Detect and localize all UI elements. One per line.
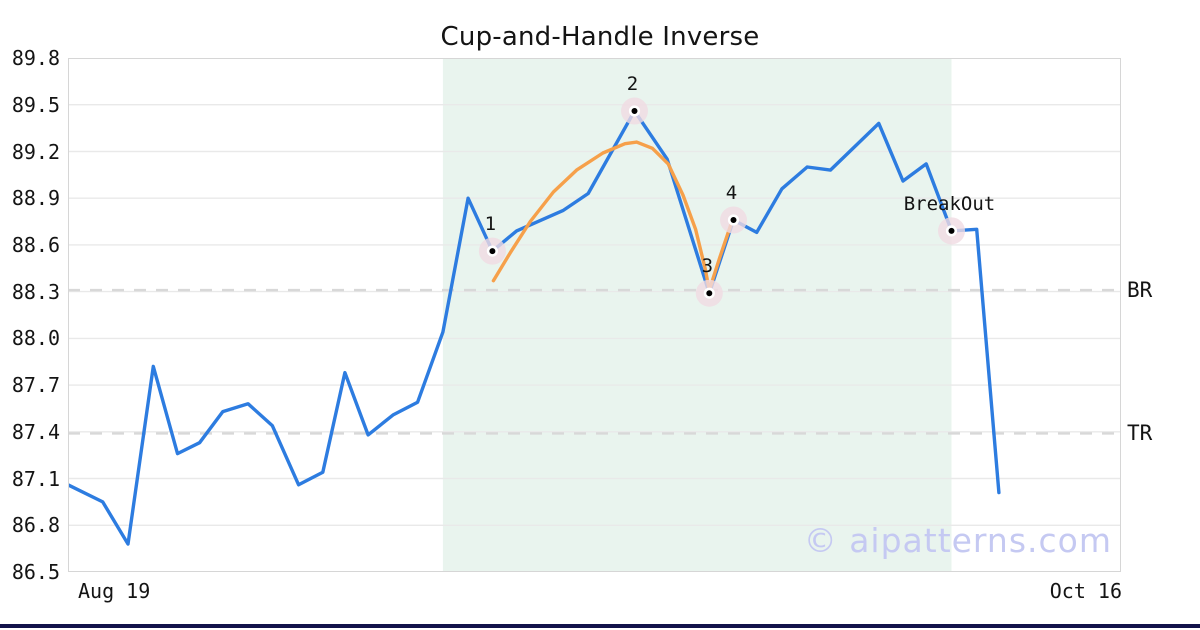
marker-dot	[486, 245, 499, 257]
marker-dot	[945, 225, 958, 237]
marker-label: 3	[702, 255, 713, 277]
y-tick-label: 87.7	[11, 373, 60, 398]
breakout-level-label: BR	[1127, 278, 1153, 303]
cup-handle-arc-line	[491, 140, 734, 292]
x-tick-end-date: Oct 16	[1049, 579, 1122, 603]
marker-label: 1	[485, 213, 496, 235]
y-tick-label: 86.5	[11, 560, 60, 584]
marker-dot	[727, 214, 740, 226]
chart-title: Cup-and-Handle Inverse	[440, 22, 760, 52]
y-tick-label: 89.5	[11, 92, 60, 117]
pattern-shaded-region	[442, 58, 952, 572]
y-tick-label: 88.6	[11, 232, 60, 257]
x-tick-start-date: Aug 19	[78, 579, 151, 603]
y-tick-label: 88.3	[11, 279, 60, 304]
y-tick-label: 88.9	[11, 186, 60, 211]
y-tick-label: 89.8	[11, 46, 60, 70]
chart-plot-area: 1 2 3 4 BreakOut	[66, 57, 1122, 573]
marker-label: 4	[726, 182, 737, 204]
footer-accent-bar	[0, 624, 1200, 628]
y-tick-label: 87.1	[11, 466, 60, 491]
trigger-level-label: TR	[1127, 421, 1153, 446]
marker-label: BreakOut	[904, 193, 996, 215]
y-tick-label: 88.0	[11, 326, 60, 351]
watermark: © aipatterns.com	[803, 521, 1112, 560]
marker-dot	[703, 287, 715, 299]
y-tick-label: 86.8	[11, 513, 60, 538]
y-tick-label: 87.4	[11, 419, 60, 444]
y-tick-label: 89.2	[11, 139, 60, 164]
marker-dot	[628, 105, 641, 117]
marker-label: 2	[627, 73, 638, 95]
chart-svg: 1 2 3 4 BreakOut	[66, 57, 1122, 573]
